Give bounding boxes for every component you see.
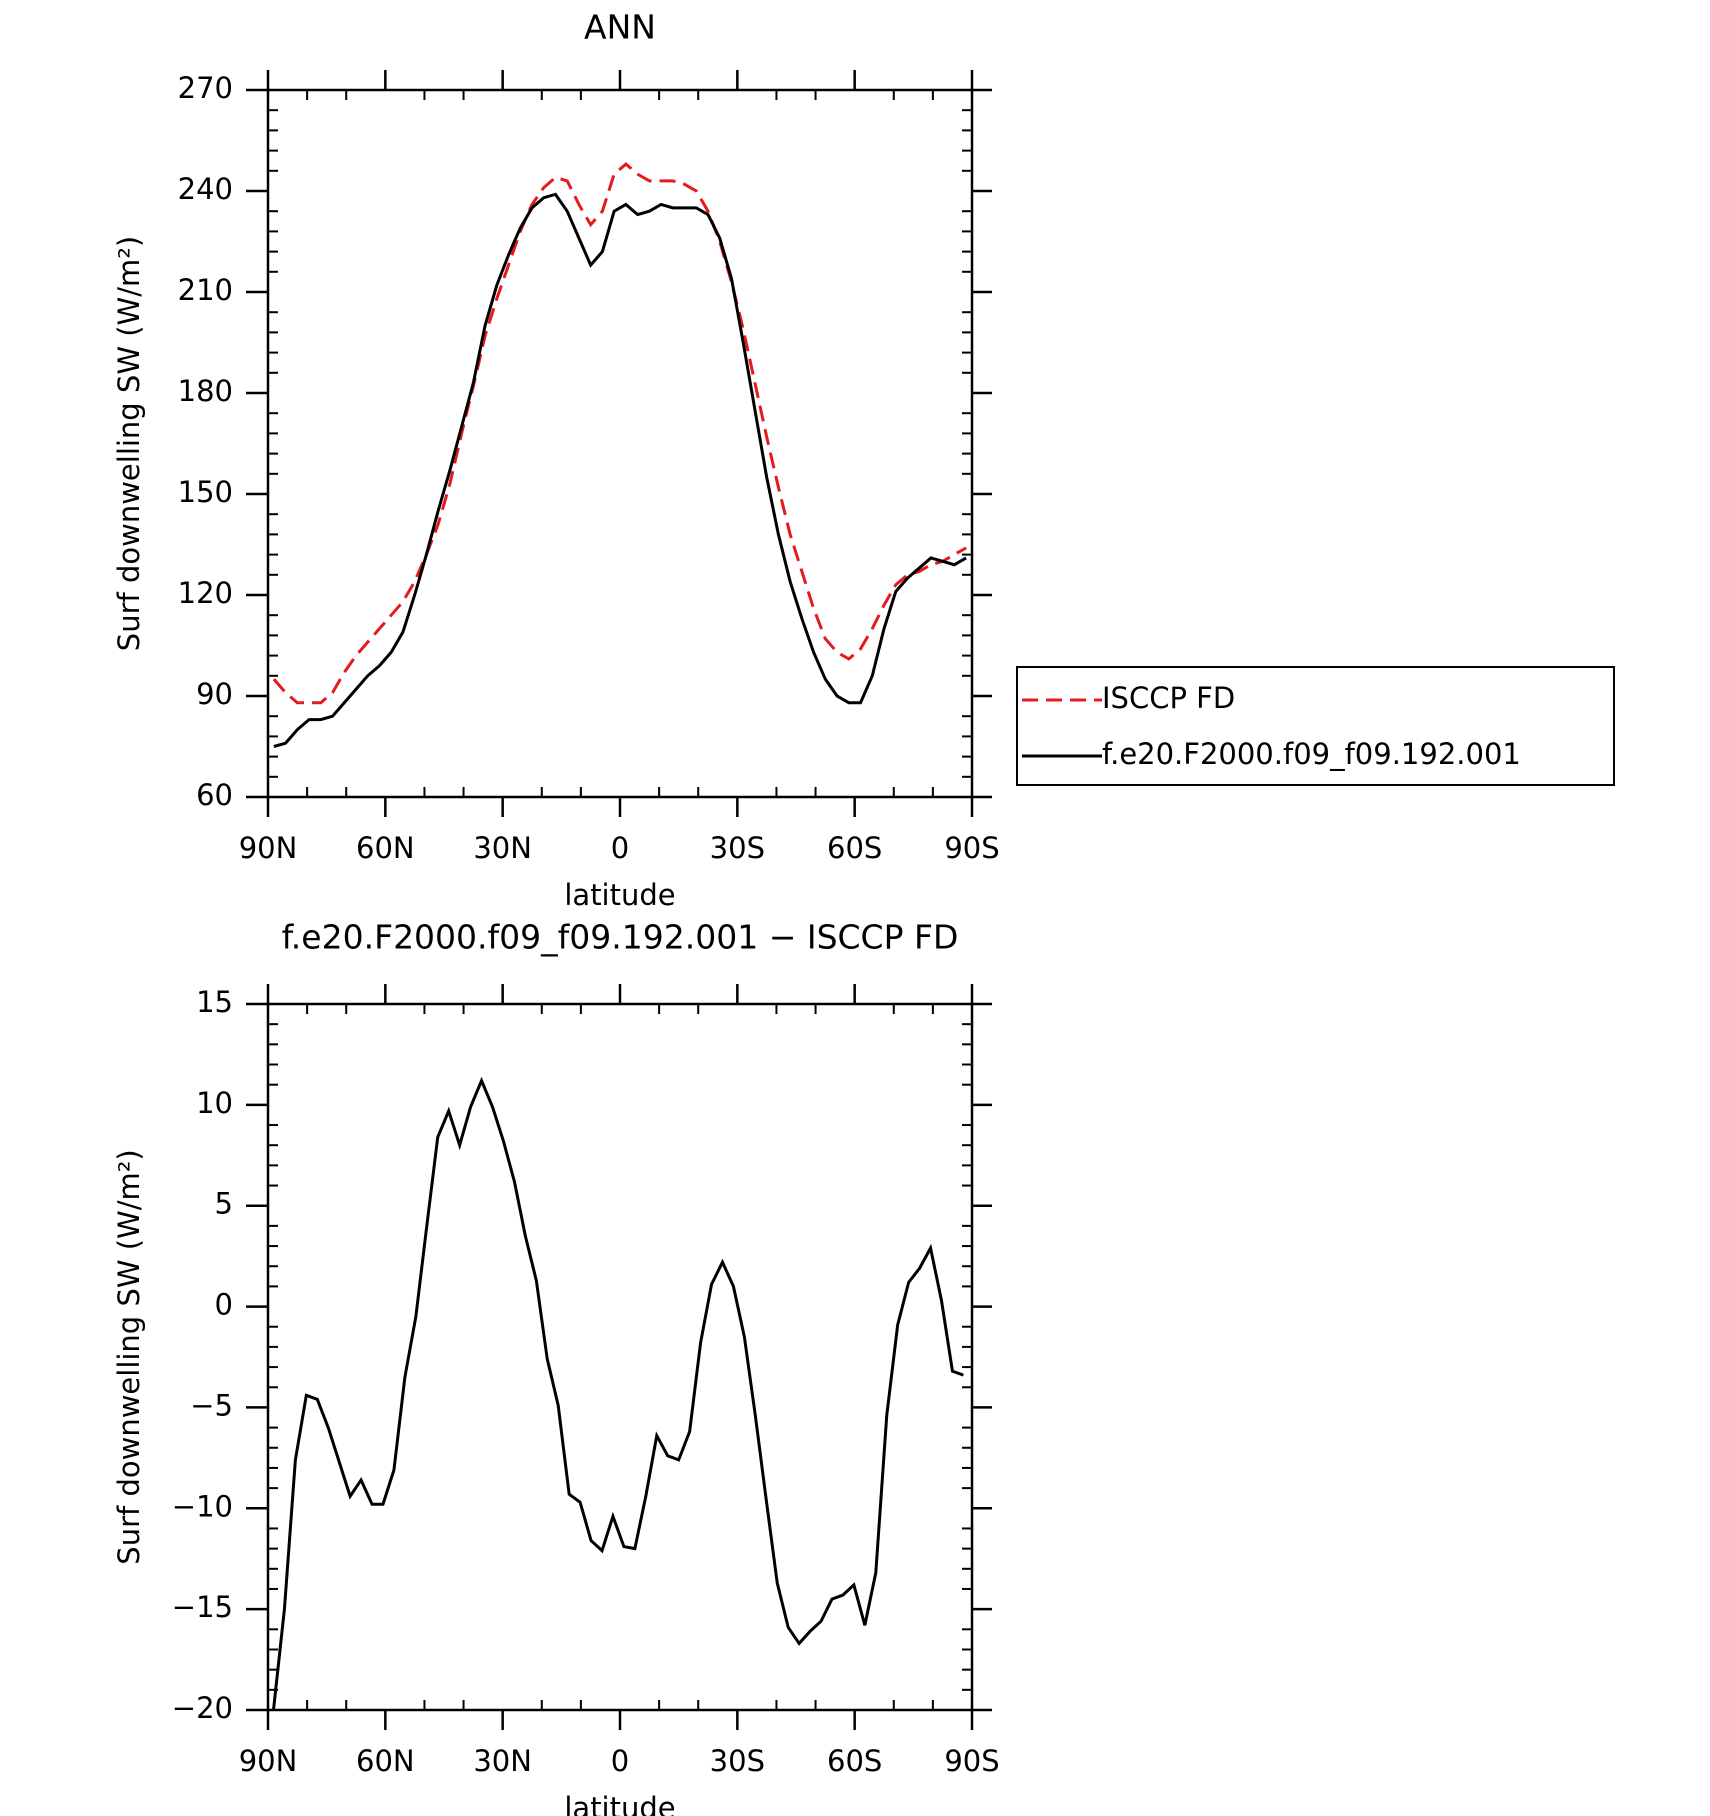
legend-label: f.e20.F2000.f09_f09.192.001 bbox=[1102, 737, 1521, 771]
x-tick-label: 90S bbox=[944, 1744, 999, 1778]
y-axis-label: Surf downwelling SW (W/m²) bbox=[112, 1149, 146, 1564]
x-tick-label: 30N bbox=[473, 831, 532, 865]
x-tick-label: 90S bbox=[944, 831, 999, 865]
x-tick-label: 30N bbox=[473, 1744, 532, 1778]
plot-frame bbox=[266, 88, 974, 799]
plot-frame bbox=[266, 1002, 974, 1712]
x-axis-label: latitude bbox=[564, 1791, 675, 1816]
y-axis-label: Surf downwelling SW (W/m²) bbox=[112, 236, 146, 651]
x-tick-label: 0 bbox=[611, 1744, 629, 1778]
y-tick-label: 270 bbox=[178, 71, 233, 105]
y-tick-label: −5 bbox=[190, 1388, 233, 1422]
y-tick-label: 5 bbox=[215, 1187, 233, 1221]
y-tick-label: 90 bbox=[196, 677, 233, 711]
series-line bbox=[271, 1076, 964, 1711]
y-tick-label: 180 bbox=[178, 374, 233, 408]
x-tick-label: 30S bbox=[710, 831, 765, 865]
y-tick-label: 210 bbox=[178, 273, 233, 307]
x-axis-label: latitude bbox=[564, 878, 675, 912]
y-tick-label: −15 bbox=[172, 1590, 233, 1624]
chart-title: ANN bbox=[584, 8, 656, 47]
x-tick-label: 60N bbox=[356, 831, 415, 865]
x-tick-label: 60S bbox=[827, 831, 882, 865]
x-tick-label: 90N bbox=[239, 831, 298, 865]
y-tick-label: −20 bbox=[172, 1691, 233, 1725]
y-tick-label: 150 bbox=[178, 475, 233, 509]
x-tick-label: 30S bbox=[710, 1744, 765, 1778]
legend-label: ISCCP FD bbox=[1102, 681, 1235, 715]
x-tick-label: 60S bbox=[827, 1744, 882, 1778]
series-line bbox=[273, 192, 967, 748]
x-tick-label: 90N bbox=[239, 1744, 298, 1778]
legend-box bbox=[1016, 666, 1615, 786]
y-tick-label: 60 bbox=[196, 778, 233, 812]
y-tick-label: 0 bbox=[215, 1288, 233, 1322]
y-tick-label: 10 bbox=[196, 1086, 233, 1120]
x-tick-label: 0 bbox=[611, 831, 629, 865]
chart-title: f.e20.F2000.f09_f09.192.001 − ISCCP FD bbox=[282, 918, 959, 957]
y-tick-label: −10 bbox=[172, 1489, 233, 1523]
x-tick-label: 60N bbox=[356, 1744, 415, 1778]
y-tick-label: 120 bbox=[178, 576, 233, 610]
series-line bbox=[272, 162, 967, 705]
y-tick-label: 15 bbox=[196, 985, 233, 1019]
y-tick-label: 240 bbox=[178, 172, 233, 206]
